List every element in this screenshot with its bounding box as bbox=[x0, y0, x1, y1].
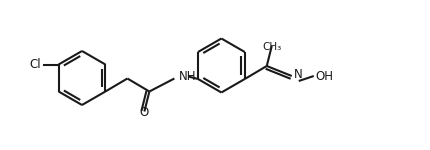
Text: Cl: Cl bbox=[29, 58, 40, 71]
Text: CH₃: CH₃ bbox=[262, 42, 281, 52]
Text: O: O bbox=[140, 106, 149, 120]
Text: NH: NH bbox=[178, 70, 196, 83]
Text: N: N bbox=[294, 68, 303, 81]
Text: OH: OH bbox=[316, 69, 334, 82]
